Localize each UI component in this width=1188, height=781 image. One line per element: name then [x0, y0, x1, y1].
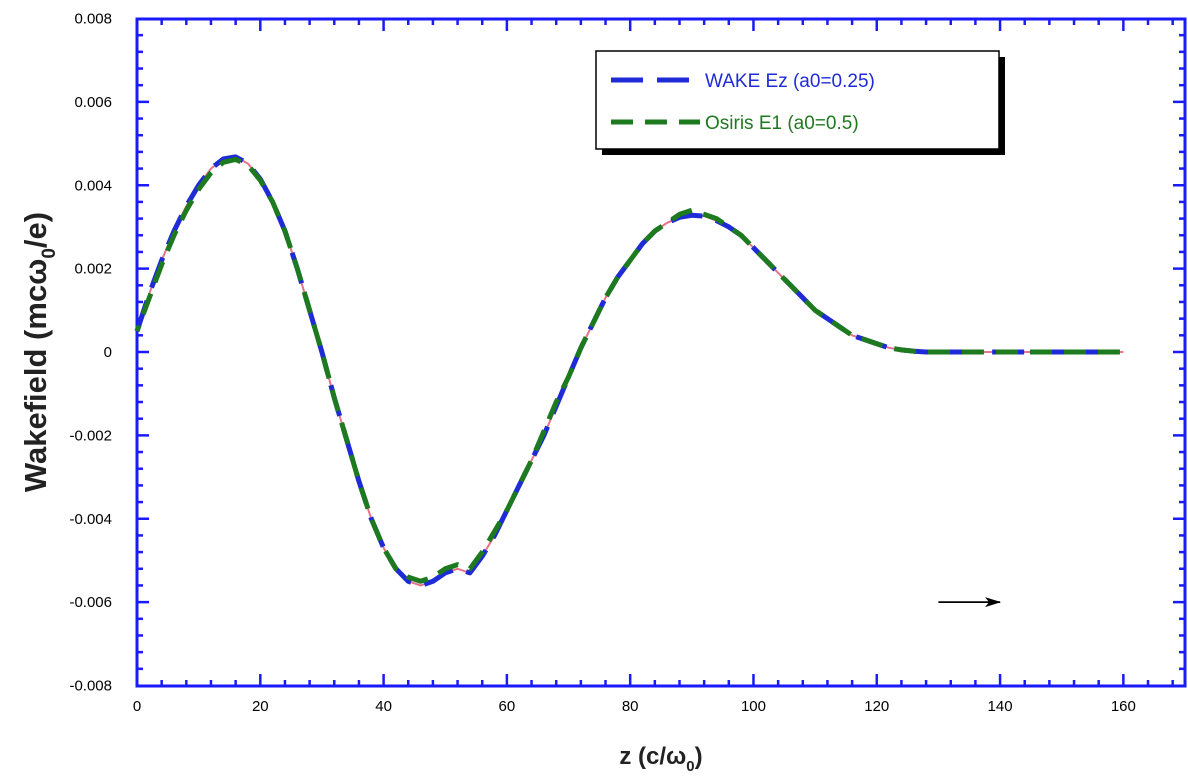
legend-box — [595, 50, 1000, 150]
x-tick-label: 60 — [499, 698, 516, 715]
x-tick-labels: 0 20 40 60 80 100 120 140 160 — [133, 698, 1136, 715]
y-tick-label: 0 — [104, 344, 112, 361]
underlay-line — [136, 155, 1124, 587]
y-tick-label: -0.006 — [69, 594, 112, 611]
y-axis-title: Wakefield (mcω0/e) — [18, 212, 60, 492]
y-tick-label: 0.008 — [74, 11, 112, 28]
x-tick-label: 0 — [133, 698, 141, 715]
y-tick-label: 0.006 — [74, 94, 112, 111]
y-tick-label: 0.004 — [74, 177, 112, 194]
y-tick-labels: 0.008 0.006 0.004 0.002 0 -0.002 -0.004 -0.006 -… — [69, 11, 112, 695]
y-tick-label: -0.002 — [69, 427, 112, 444]
x-axis-title: z (c/ω0) — [619, 743, 702, 775]
major-ticks — [137, 19, 1185, 686]
legend-label-osiris: Osiris E1 (a0=0.5) — [705, 113, 859, 134]
x-tick-label: 80 — [622, 698, 639, 715]
x-tick-label: 120 — [864, 698, 889, 715]
minor-ticks — [137, 19, 1185, 686]
y-tick-label: -0.004 — [69, 511, 112, 528]
legend-label-wake: WAKE Ez (a0=0.25) — [705, 71, 875, 92]
y-tick-label: -0.008 — [69, 678, 112, 695]
x-tick-label: 140 — [988, 698, 1013, 715]
x-tick-label: 100 — [741, 698, 766, 715]
x-tick-label: 160 — [1111, 698, 1136, 715]
x-tick-label: 40 — [375, 698, 392, 715]
y-tick-label: 0.002 — [74, 261, 112, 278]
series-line-wake — [134, 154, 1124, 588]
series-line-osiris — [134, 156, 1124, 584]
x-tick-label: 20 — [252, 698, 269, 715]
series-layer — [134, 154, 1124, 588]
legend: WAKE Ez (a0=0.25) Osiris E1 (a0=0.5) — [595, 50, 1005, 155]
